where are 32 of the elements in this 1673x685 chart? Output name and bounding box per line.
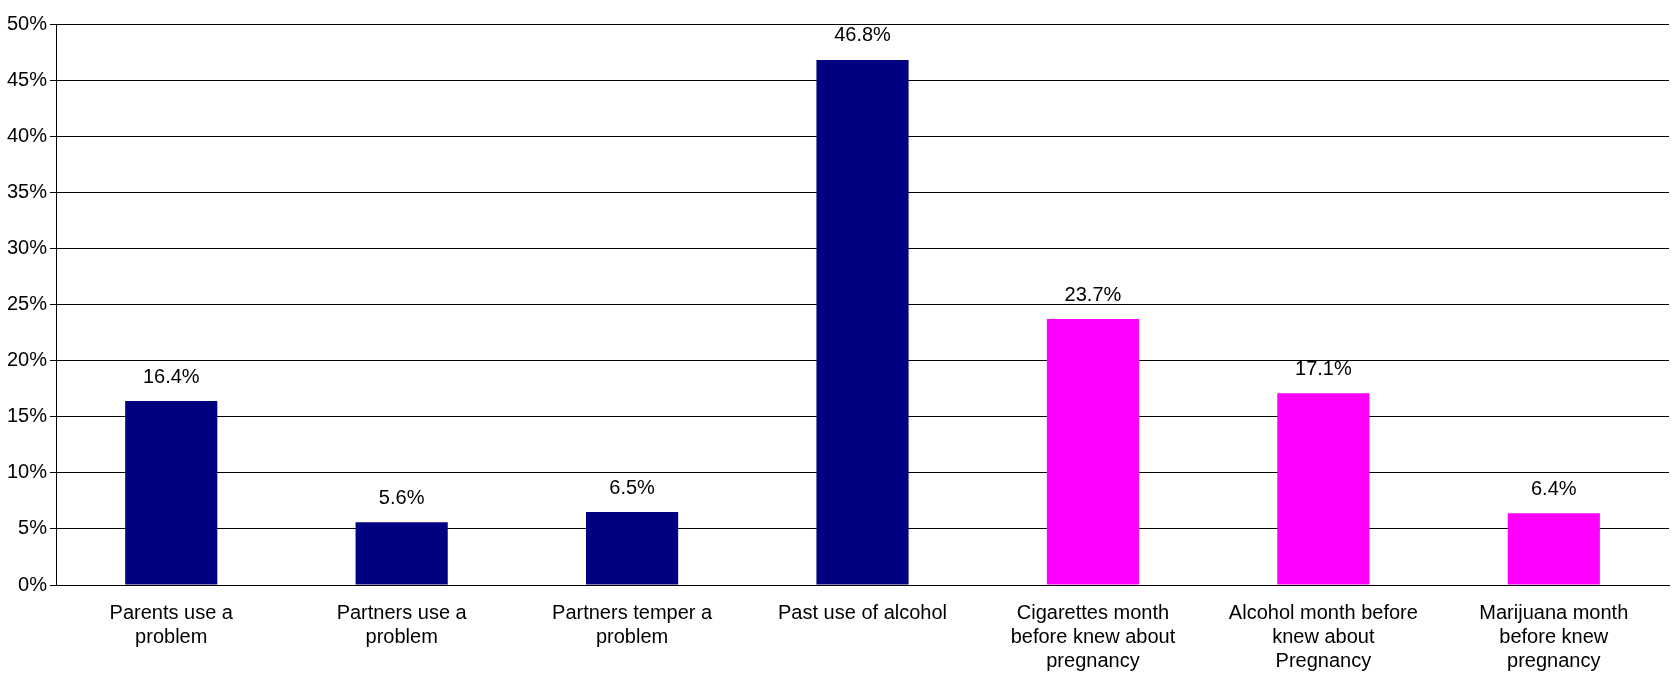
bar (355, 522, 448, 585)
data-label: 46.8% (834, 23, 892, 46)
bar (125, 400, 218, 585)
bar (1046, 319, 1140, 585)
data-label: 5.6% (378, 485, 425, 508)
bar (1277, 393, 1370, 585)
data-label: 6.5% (609, 475, 656, 498)
y-tick-label: 50% (7, 11, 48, 34)
y-tick-label: 0% (18, 572, 48, 595)
y-tick-label: 20% (7, 348, 48, 371)
data-label: 16.4% (142, 364, 200, 387)
y-tick-label: 15% (7, 404, 48, 427)
y-tick-label: 30% (7, 235, 48, 258)
x-tick-label: Past use of alcohol (778, 600, 948, 623)
data-label: 17.1% (1295, 356, 1352, 379)
bar (586, 512, 679, 585)
y-tick-label: 10% (7, 460, 48, 483)
data-label: 23.7% (1064, 282, 1122, 305)
bar (816, 59, 909, 585)
x-tick-label: Parents use a problem (109, 600, 234, 647)
x-tick-label: Partners temper a problem (552, 600, 713, 647)
y-tick-label: 40% (7, 123, 48, 146)
data-label: 6.4% (1530, 476, 1577, 499)
bar (1507, 513, 1600, 585)
y-tick-label: 5% (18, 516, 48, 539)
y-tick-label: 45% (7, 67, 48, 90)
y-tick-label: 25% (7, 292, 48, 315)
x-tick-label: Alcohol month before knew about Pregnancy (1228, 600, 1418, 671)
y-tick-label: 35% (7, 179, 48, 202)
x-tick-label: Marijuana month before knew pregnancy (1479, 600, 1629, 671)
x-tick-label: Cigarettes month before knew about pregnancy (1010, 600, 1176, 671)
x-tick-label: Partners use a problem (336, 600, 468, 647)
